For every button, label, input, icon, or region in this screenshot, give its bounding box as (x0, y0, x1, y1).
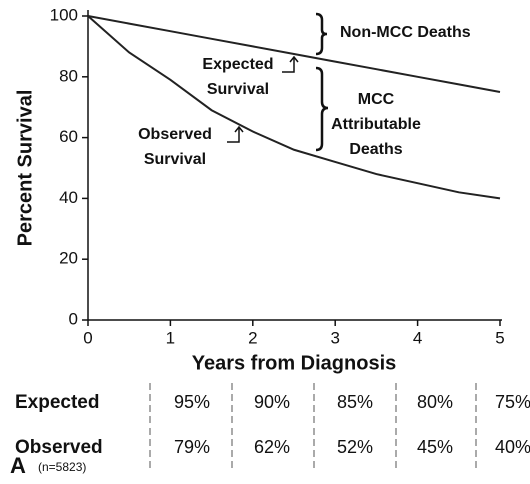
table-cell: 90% (254, 392, 290, 412)
brace (315, 66, 329, 152)
table-cell: 85% (337, 392, 373, 412)
row-label: Observed (15, 437, 103, 458)
y-tick-label: 60 (59, 127, 78, 146)
line (87, 15, 501, 93)
arrow (282, 55, 299, 73)
annotation: Expected (202, 56, 273, 73)
row-label: Expected (15, 392, 99, 413)
y-tick-label: 100 (50, 5, 78, 24)
brace (315, 12, 328, 56)
x-axis-title: Years from Diagnosis (192, 352, 397, 374)
annotation: Deaths (349, 141, 402, 158)
y-tick-label: 0 (69, 309, 78, 328)
y-tick-label: 80 (59, 66, 78, 85)
annotation: Survival (144, 151, 206, 168)
table-cell: 62% (254, 437, 290, 457)
table-cell: 40% (495, 437, 530, 457)
x-tick-label: 5 (495, 328, 504, 347)
table-cell: 80% (417, 392, 453, 412)
table-cell: 52% (337, 437, 373, 457)
line (87, 15, 501, 200)
row-note: (n=5823) (38, 460, 86, 474)
y-tick-label: 20 (59, 249, 78, 268)
x-tick-label: 0 (83, 328, 92, 347)
table-cell: 75% (495, 392, 530, 412)
annotation: Survival (207, 81, 269, 98)
arrow (227, 125, 244, 143)
annotation: Attributable (331, 116, 421, 133)
table-cell: 79% (174, 437, 210, 457)
annotation: Non-MCC Deaths (340, 24, 471, 41)
x-tick-label: 3 (330, 328, 339, 347)
x-tick-label: 1 (166, 328, 175, 347)
y-tick-label: 40 (59, 188, 78, 207)
table-cell: 95% (174, 392, 210, 412)
panel-label: A (10, 453, 26, 478)
x-tick-label: 2 (248, 328, 257, 347)
annotation: Observed (138, 126, 212, 143)
table-cell: 45% (417, 437, 453, 457)
annotation: MCC (358, 91, 395, 108)
y-axis-title: Percent Survival (14, 90, 36, 247)
x-tick-label: 4 (413, 328, 422, 347)
